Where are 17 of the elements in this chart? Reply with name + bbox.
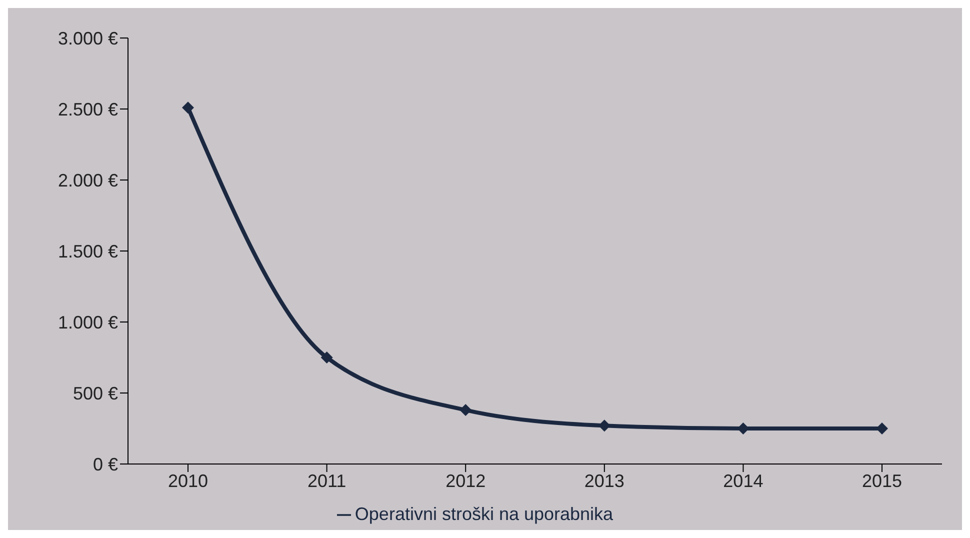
- x-tick-label: 2012: [446, 470, 486, 491]
- y-tick-label: 3.000 €: [58, 28, 118, 48]
- x-tick-label: 2013: [584, 470, 624, 491]
- y-tick-label: 500 €: [72, 383, 118, 404]
- point: [460, 404, 472, 416]
- y-tick-label: 0 €: [92, 454, 118, 474]
- point: [320, 352, 333, 364]
- legend-label: Operativni stroški na uporabnika: [354, 504, 614, 524]
- y-tick-label: 2.000 €: [58, 170, 118, 190]
- y-tick-label: 1.000 €: [58, 312, 118, 332]
- x-tick-label: 2015: [862, 470, 902, 491]
- y-tick-label: 1.500 €: [58, 241, 118, 262]
- x-tick-label: 2014: [723, 470, 764, 491]
- x-tick-label: 2011: [307, 470, 346, 491]
- y-tick-label: 2.500 €: [58, 99, 118, 120]
- x-tick-label: 2010: [168, 470, 208, 491]
- point: [182, 102, 194, 114]
